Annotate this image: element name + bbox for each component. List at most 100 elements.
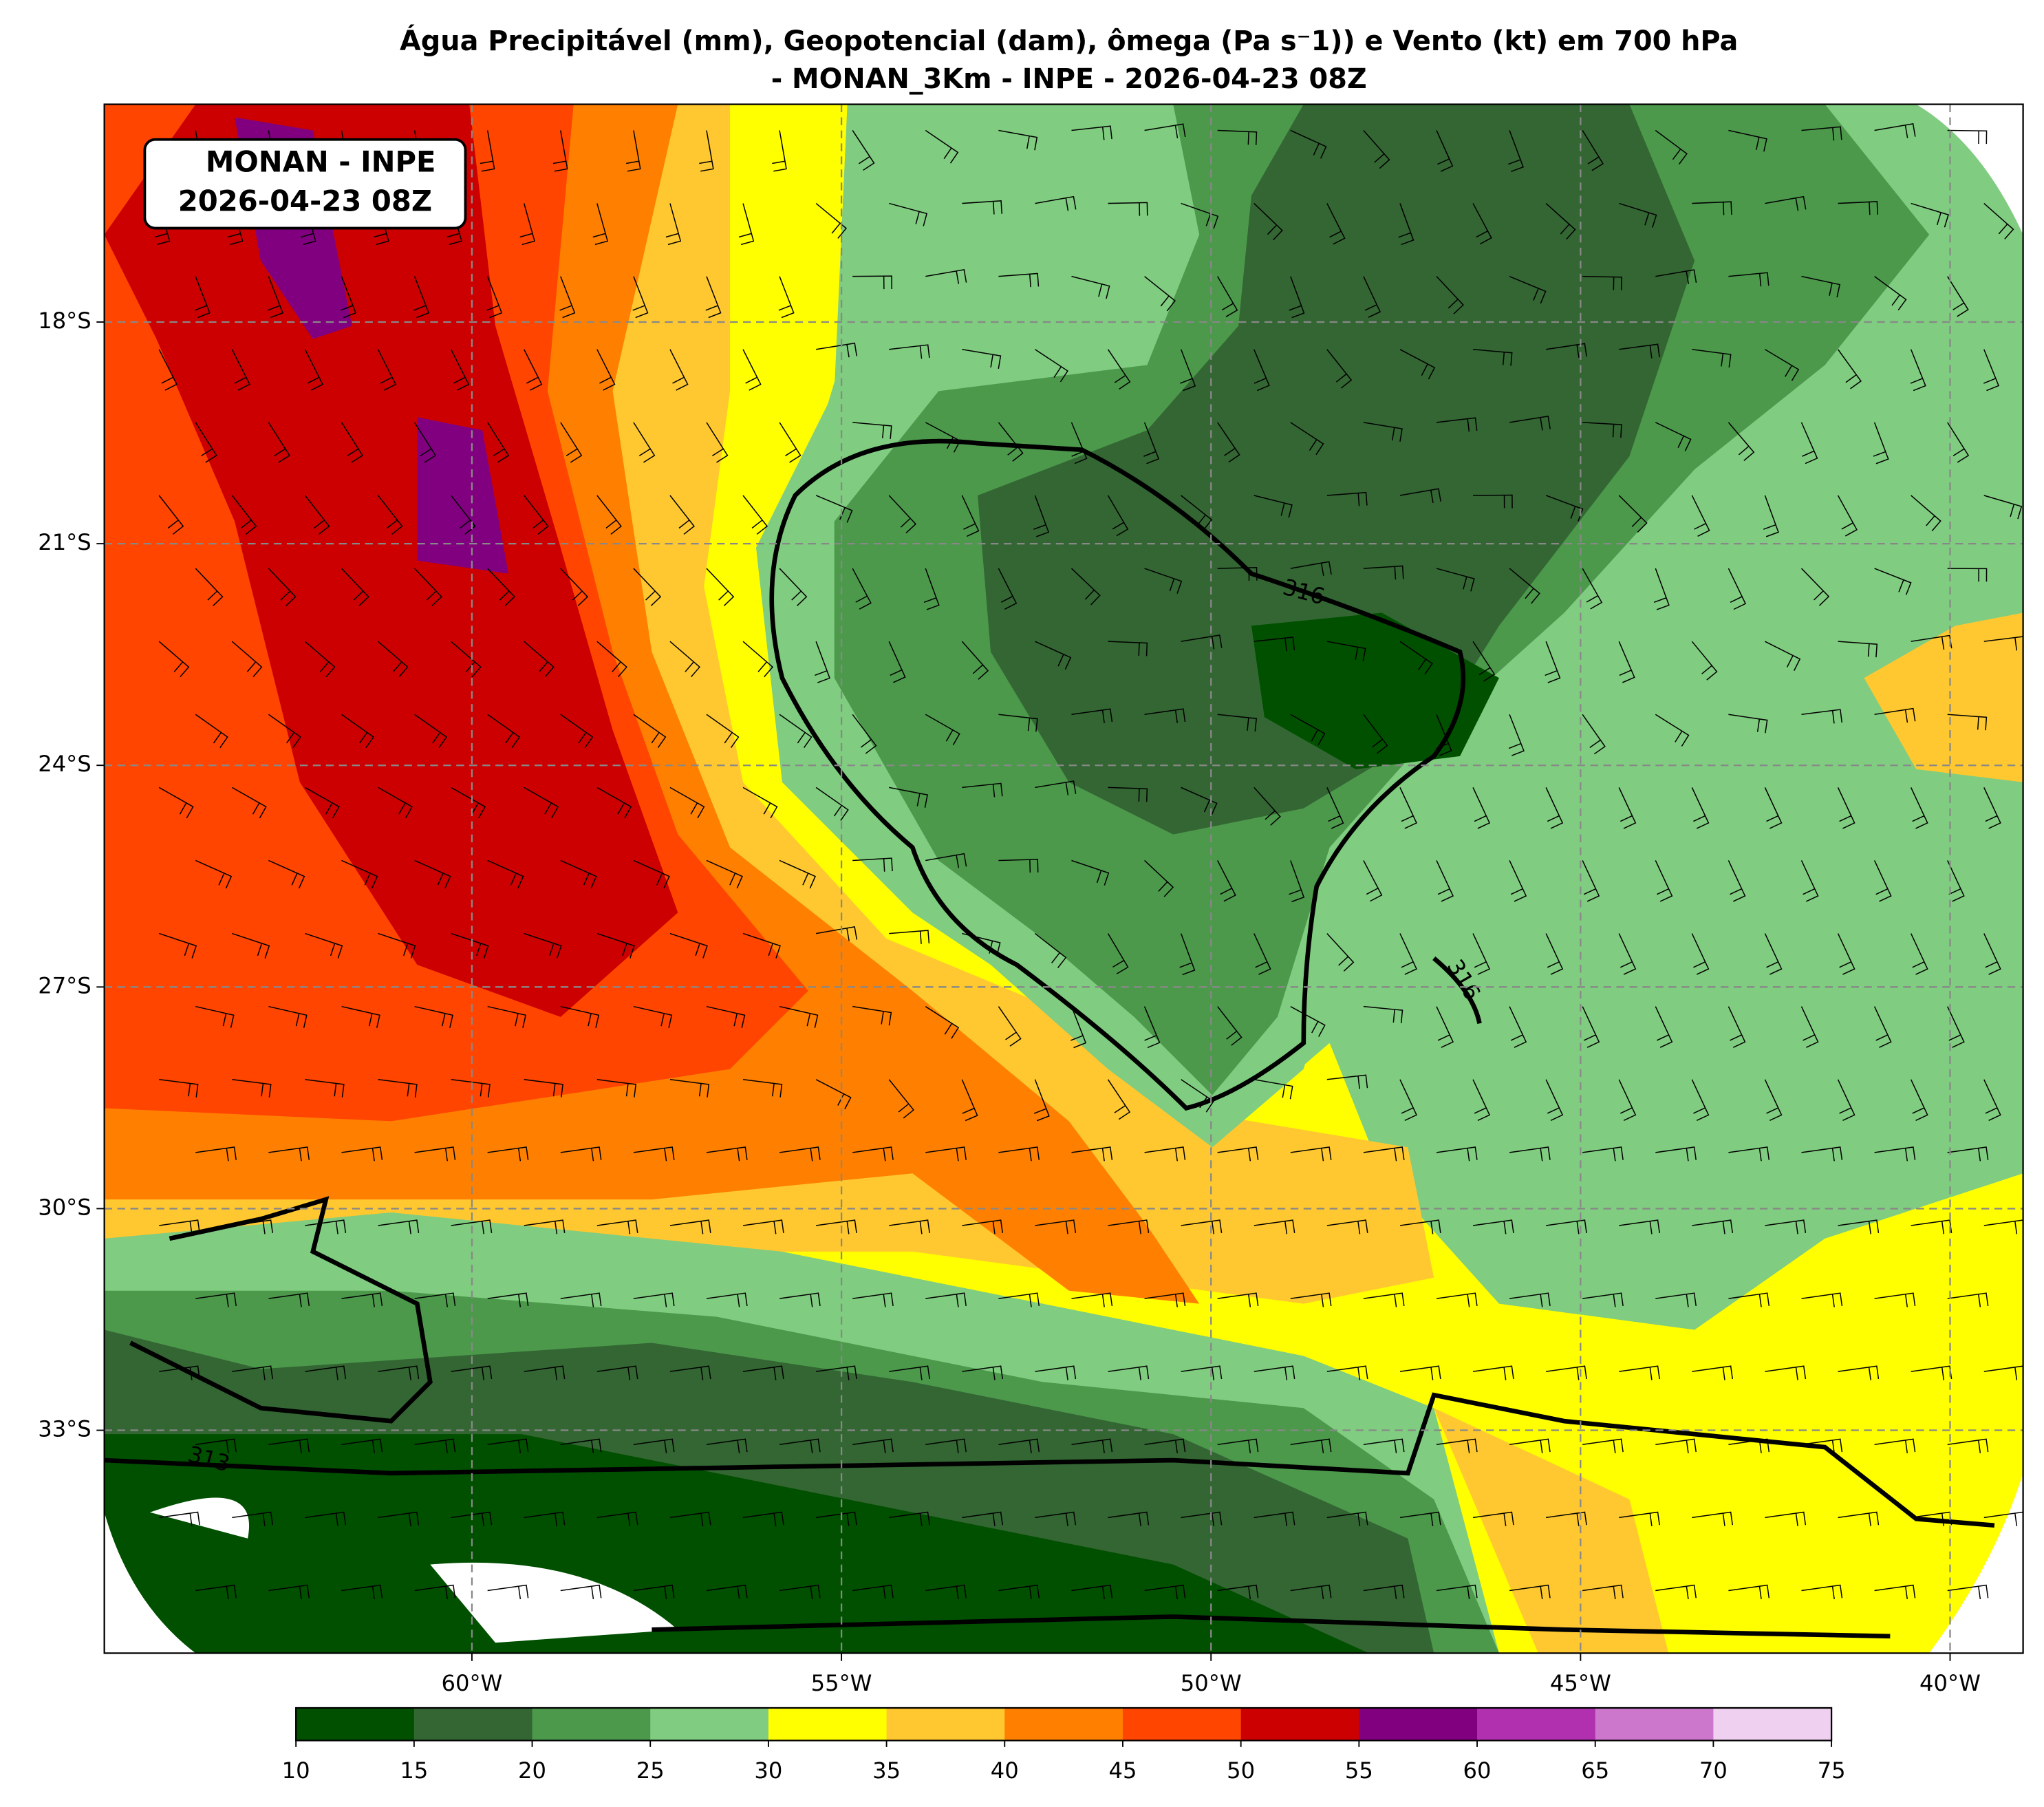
- wind-barb: [889, 1511, 930, 1526]
- wind-barb: [1911, 202, 1949, 228]
- wind-barb: [304, 495, 330, 535]
- wind-barb: [1800, 422, 1818, 464]
- wind-barb: [1947, 422, 1970, 463]
- wind-barb: [1363, 1438, 1405, 1453]
- wind-barb: [1619, 1219, 1660, 1234]
- wind-barb: [413, 276, 430, 319]
- wind-barb: [1436, 1292, 1478, 1307]
- wind-barb: [268, 1146, 310, 1162]
- wind-barb: [961, 495, 980, 537]
- wind-barb: [560, 1005, 600, 1028]
- wind-barb: [1363, 714, 1388, 754]
- wind-barb: [669, 787, 705, 819]
- wind-barb: [1765, 1219, 1807, 1234]
- wind-barb: [1728, 568, 1747, 610]
- wind-barb: [1035, 641, 1072, 670]
- contour-line: [1432, 956, 1482, 1025]
- wind-barb: [1947, 1584, 1989, 1600]
- wind-barb: [1071, 568, 1101, 606]
- y-tick-label: 24°S: [38, 751, 91, 777]
- x-tick-label: 60°W: [442, 1670, 503, 1696]
- wind-barb: [1837, 1079, 1855, 1121]
- wind-barb: [998, 1292, 1040, 1307]
- wind-barb: [1800, 860, 1819, 902]
- wind-barb: [1801, 126, 1842, 141]
- wind-barb: [852, 1292, 894, 1307]
- wind-barb: [378, 1079, 418, 1098]
- wind-barb: [1692, 201, 1732, 215]
- wind-barb: [998, 272, 1040, 288]
- wind-barb: [998, 1584, 1040, 1600]
- wind-barb: [1728, 422, 1755, 462]
- wind-barb: [1254, 787, 1281, 826]
- wind-barb: [1873, 1006, 1892, 1048]
- wind-barb: [1691, 787, 1710, 829]
- wind-barb: [706, 422, 729, 463]
- wind-barb: [815, 495, 853, 523]
- wind-barb: [1655, 1006, 1673, 1048]
- wind-barb: [669, 1079, 710, 1098]
- wind-barb: [1033, 1079, 1050, 1122]
- wind-barb: [816, 926, 858, 941]
- wind-barb: [625, 130, 641, 172]
- wind-barb: [1071, 1584, 1113, 1600]
- wind-barb: [451, 1219, 493, 1234]
- wind-barb: [596, 787, 632, 819]
- wind-barb: [1363, 422, 1403, 442]
- wind-barb: [596, 1365, 638, 1380]
- wind-barb: [1874, 1292, 1916, 1307]
- contour-line: [769, 438, 1466, 1111]
- wind-barb: [1399, 1219, 1441, 1234]
- graticule: 60°W 55°W 50°W 45°W 40°W 18°S 21°S 24°S 27°S 30°S…: [38, 104, 2023, 1696]
- wind-barb: [888, 641, 906, 683]
- wind-barb: [195, 1005, 235, 1028]
- wind-barb: [852, 1438, 894, 1453]
- colorbar-box: [413, 1708, 533, 1741]
- wind-barb: [742, 1365, 784, 1380]
- wind-barb: [1289, 860, 1305, 903]
- wind-barb: [1143, 1006, 1161, 1049]
- wind-barb: [1217, 276, 1238, 317]
- wind-barb: [1254, 1365, 1295, 1380]
- wind-barb: [1472, 933, 1491, 975]
- wind-barb: [1399, 787, 1417, 829]
- wind-barb: [1618, 641, 1635, 683]
- colorbar-box: [886, 1708, 1005, 1741]
- y-tick-label: 21°S: [38, 529, 91, 555]
- wind-barb: [560, 1146, 602, 1162]
- wind-barb: [1546, 1365, 1587, 1380]
- wind-barb: [524, 1079, 563, 1098]
- wind-barb: [524, 1511, 566, 1526]
- wind-barb: [1363, 129, 1390, 169]
- wind-barb: [888, 495, 917, 534]
- wind-barb: [998, 1438, 1040, 1453]
- wind-barb: [1363, 565, 1404, 580]
- wind-barb: [596, 641, 627, 678]
- wind-barb: [962, 349, 1002, 369]
- wind-barb: [487, 859, 524, 889]
- wind-barb: [524, 349, 543, 391]
- colorbar-label: 65: [1581, 1757, 1609, 1784]
- wind-barb: [1107, 1079, 1131, 1120]
- wind-barb: [1728, 272, 1769, 287]
- wind-barb: [1399, 933, 1417, 975]
- wind-barb: [480, 130, 495, 172]
- wind-barb: [998, 714, 1038, 732]
- wind-barb: [852, 714, 877, 754]
- wind-barb: [592, 203, 609, 246]
- wind-barb: [487, 1438, 529, 1453]
- wind-barb: [524, 495, 549, 535]
- wind-barb: [962, 782, 1003, 798]
- wind-barb: [815, 202, 848, 239]
- wind-barb: [778, 276, 795, 319]
- wind-barb: [1983, 787, 2001, 829]
- wind-barb: [1254, 933, 1271, 975]
- wind-barb: [742, 1511, 784, 1526]
- wind-barb: [268, 568, 297, 606]
- wind-barb: [889, 787, 928, 808]
- wind-barb: [1691, 495, 1710, 537]
- wind-barb: [195, 1146, 237, 1162]
- wind-barb: [231, 641, 263, 678]
- wind-barb: [524, 1219, 566, 1234]
